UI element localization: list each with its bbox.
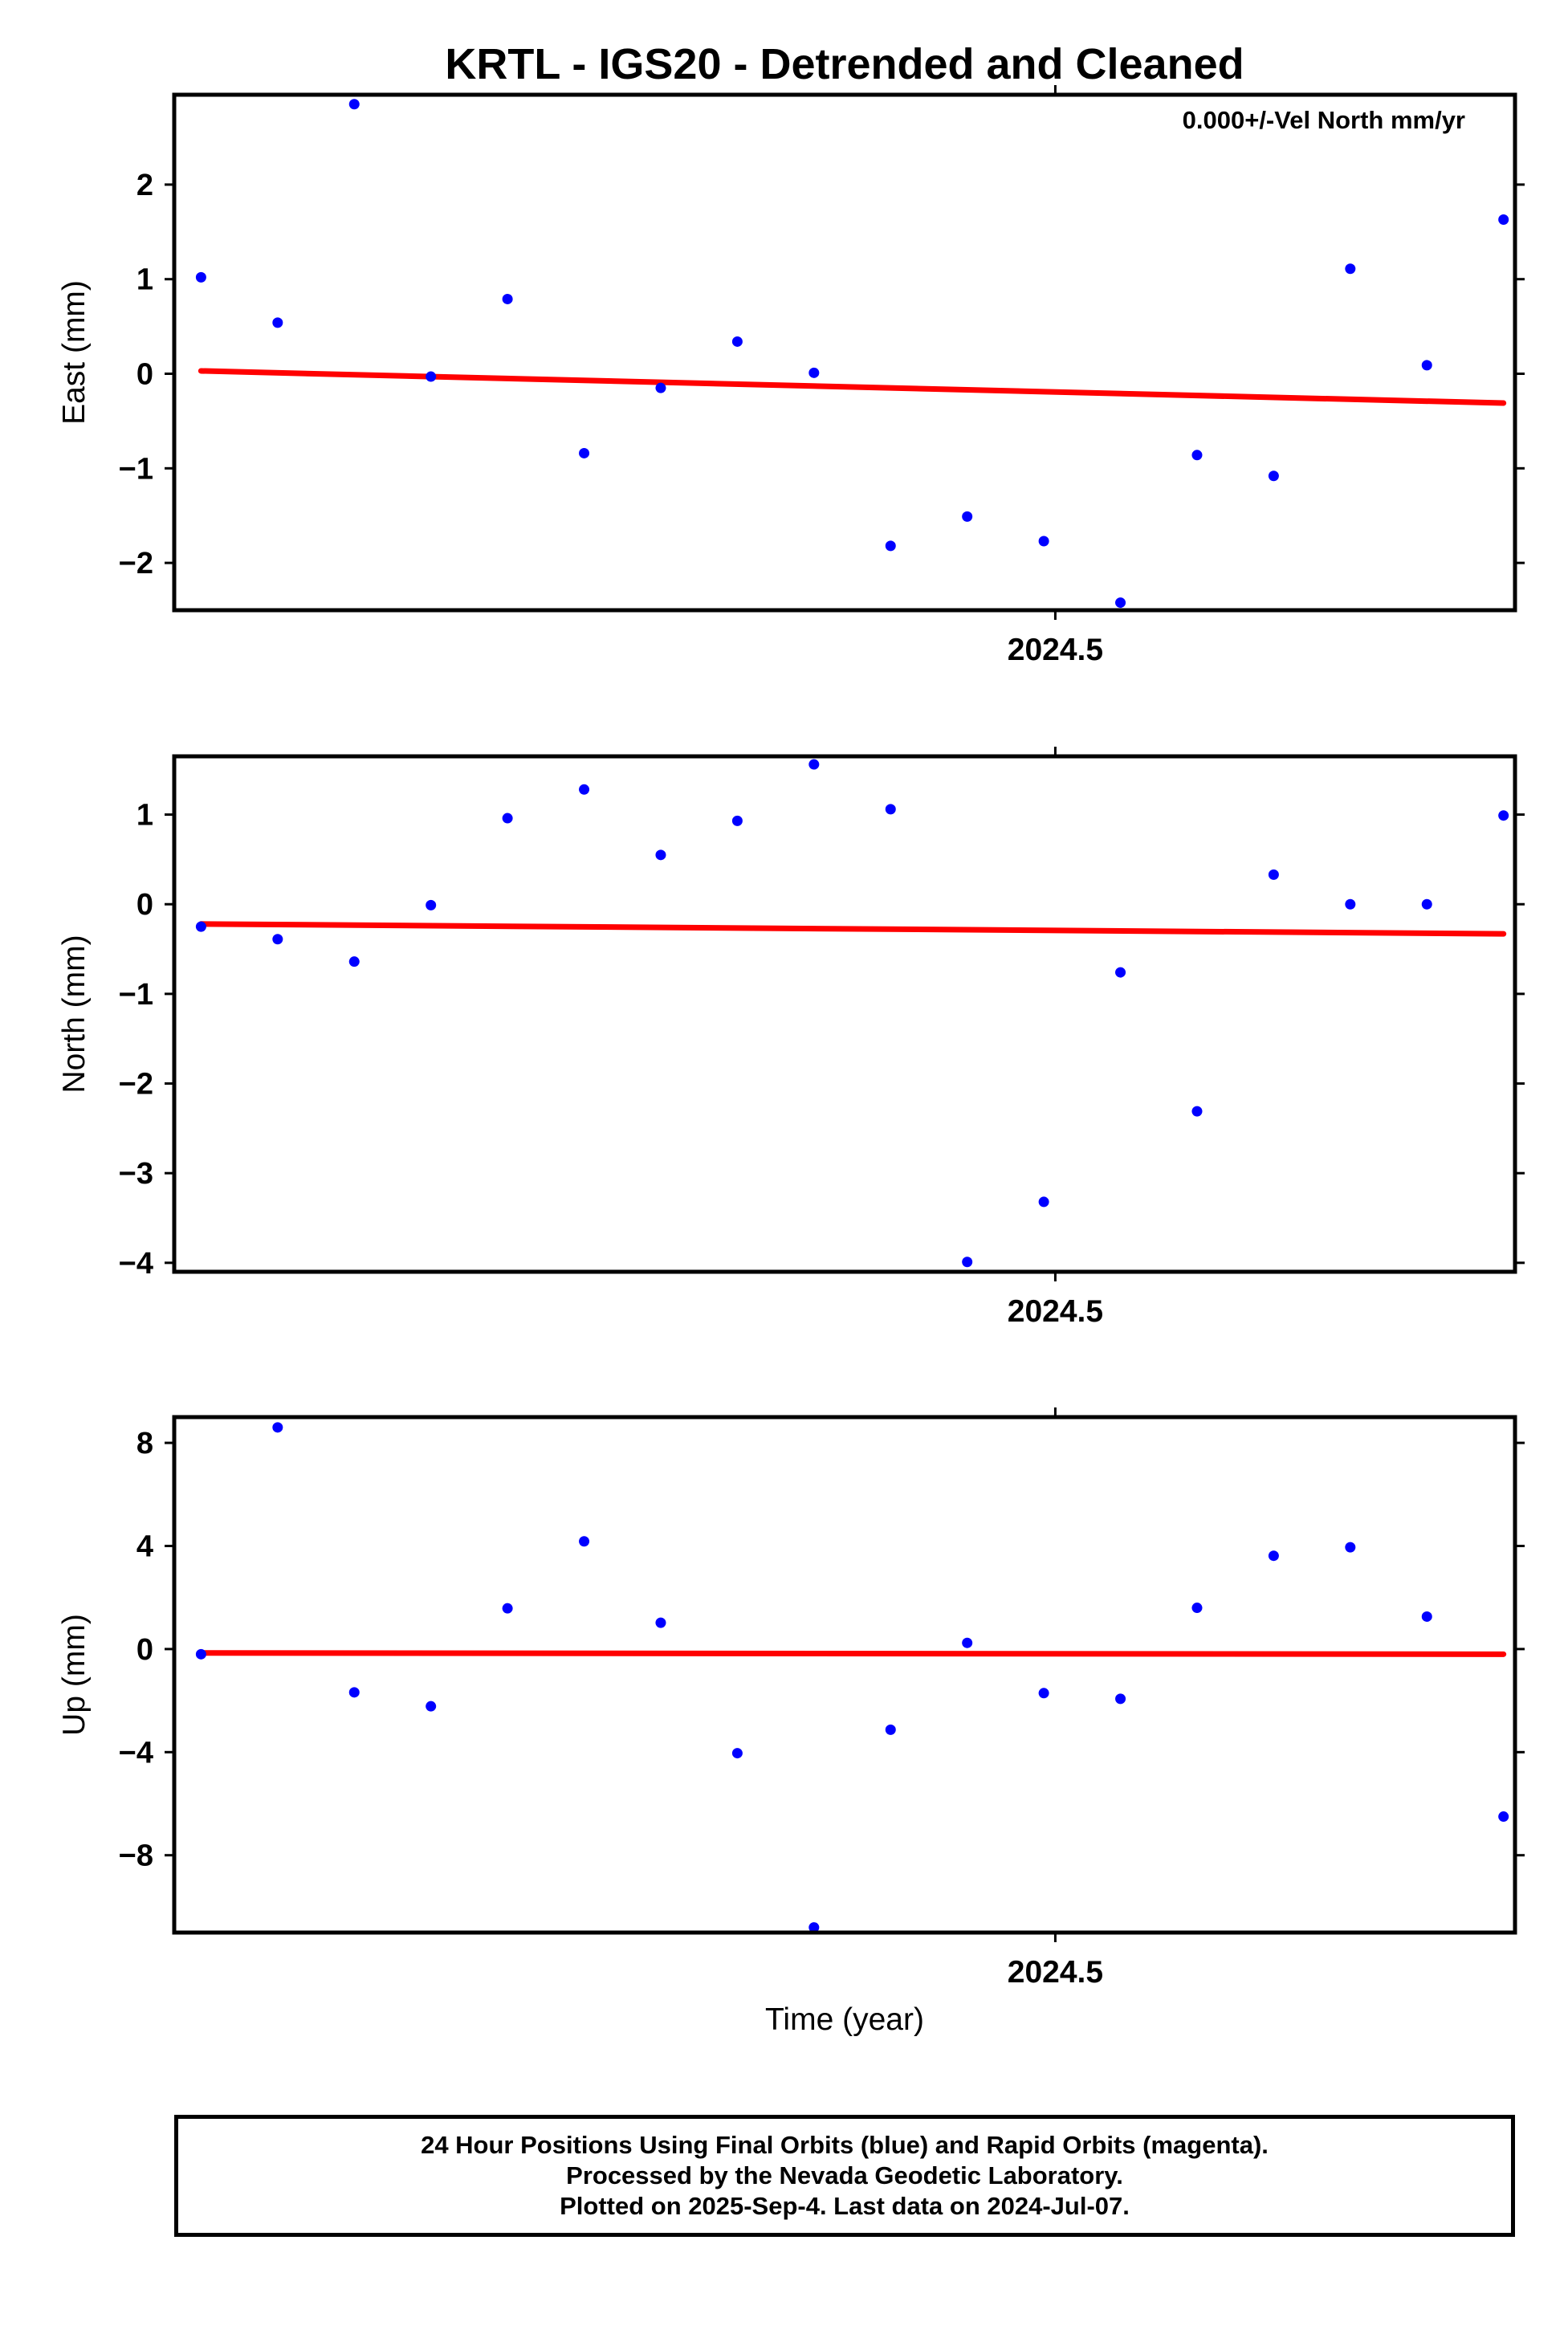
data-point-north — [1345, 898, 1356, 910]
data-point-east — [272, 317, 283, 328]
y-tick-label-east: −2 — [119, 547, 153, 580]
data-point-north — [1038, 1196, 1049, 1208]
data-point-east — [1038, 536, 1049, 547]
annotation-east: 0.000+/-Vel North mm/yr — [1183, 106, 1465, 134]
data-point-east — [502, 293, 513, 304]
data-point-east — [885, 540, 896, 552]
caption-line-1: 24 Hour Positions Using Final Orbits (bl… — [421, 2131, 1269, 2159]
data-point-up — [808, 1922, 820, 1933]
y-tick-label-east: −1 — [119, 452, 153, 486]
data-point-north — [1498, 810, 1509, 821]
y-tick-label-up: 4 — [136, 1530, 153, 1564]
data-point-up — [655, 1617, 666, 1628]
x-tick-label-north: 2024.5 — [1008, 1294, 1103, 1329]
y-axis-label-north: North (mm) — [57, 935, 92, 1093]
y-tick-label-north: −2 — [119, 1068, 153, 1102]
data-point-east — [1421, 360, 1432, 371]
x-tick-label-east: 2024.5 — [1008, 633, 1103, 667]
y-tick-label-east: 1 — [136, 263, 153, 297]
data-point-east — [1268, 470, 1279, 482]
data-point-up — [1038, 1688, 1049, 1699]
x-tick-label-up: 2024.5 — [1008, 1955, 1103, 1990]
y-tick-label-east: 2 — [136, 169, 153, 202]
data-point-up — [1421, 1611, 1432, 1622]
panel-east: 2 1 0 −1 −2 2024.5 East (mm) 0.000+/-Vel North … — [57, 85, 1525, 667]
data-point-up — [502, 1603, 513, 1614]
data-layer-east — [195, 99, 1509, 609]
data-point-east — [731, 336, 743, 347]
y-tick-label-north: −4 — [119, 1247, 153, 1281]
data-point-up — [272, 1422, 283, 1433]
data-point-north — [808, 759, 820, 770]
y-tick-label-up: −4 — [119, 1736, 153, 1770]
data-point-north — [579, 784, 590, 795]
data-point-east — [195, 271, 206, 283]
y-tick-label-east: 0 — [136, 358, 153, 392]
panel-north: 1 0 −1 −2 −3 −4 2024.5 North (mm) — [57, 747, 1525, 1329]
data-point-east — [1115, 597, 1126, 609]
data-point-north — [885, 804, 896, 815]
data-layer-up — [195, 1422, 1509, 1933]
caption-box: 24 Hour Positions Using Final Orbits (bl… — [174, 2115, 1515, 2237]
data-point-east — [579, 447, 590, 458]
data-point-east — [808, 367, 820, 378]
data-layer-north — [195, 759, 1509, 1268]
trend-line-up — [198, 1650, 1507, 1657]
y-tick-label-north: 1 — [136, 799, 153, 833]
data-point-north — [655, 849, 666, 861]
data-point-north — [502, 813, 513, 824]
chart-title: KRTL - IGS20 - Detrended and Cleaned — [445, 40, 1244, 88]
y-tick-label-up: −8 — [119, 1839, 153, 1873]
data-point-up — [1191, 1603, 1203, 1614]
data-point-up — [885, 1724, 896, 1735]
y-tick-label-up: 8 — [136, 1427, 153, 1460]
y-axis-label-east: East (mm) — [57, 280, 92, 425]
data-point-north — [1421, 898, 1432, 910]
data-point-up — [962, 1637, 973, 1648]
data-point-up — [1268, 1550, 1279, 1562]
data-point-up — [731, 1748, 743, 1759]
trend-line-east — [198, 368, 1507, 406]
y-tick-label-north: −3 — [119, 1157, 153, 1191]
data-point-up — [1345, 1542, 1356, 1553]
data-point-east — [348, 99, 360, 110]
x-axis-label: Time (year) — [765, 2002, 924, 2037]
data-point-north — [1268, 869, 1279, 880]
data-point-up — [1498, 1811, 1509, 1823]
caption-line-3: Plotted on 2025-Sep-4. Last data on 2024… — [560, 2192, 1130, 2220]
data-point-up — [579, 1536, 590, 1547]
data-point-north — [272, 934, 283, 945]
data-point-north — [731, 815, 743, 826]
data-point-east — [655, 382, 666, 393]
data-point-up — [426, 1701, 437, 1712]
data-point-up — [195, 1648, 206, 1660]
data-point-east — [1498, 214, 1509, 225]
caption-line-2: Processed by the Nevada Geodetic Laborat… — [566, 2161, 1123, 2189]
y-tick-label-north: 0 — [136, 888, 153, 922]
data-point-north — [1191, 1106, 1203, 1117]
data-point-east — [1345, 263, 1356, 275]
y-tick-label-up: 0 — [136, 1633, 153, 1667]
panel-up: 8 4 0 −4 −8 2024.5 Up (mm) — [57, 1407, 1525, 1990]
plot-frame-east — [172, 92, 1517, 613]
data-point-up — [348, 1687, 360, 1698]
trend-line-north — [198, 921, 1507, 937]
data-point-east — [426, 371, 437, 382]
data-point-north — [348, 956, 360, 967]
data-point-east — [962, 511, 973, 522]
data-point-north — [962, 1257, 973, 1268]
data-point-east — [1191, 450, 1203, 461]
data-point-north — [1115, 967, 1126, 978]
y-tick-label-north: −1 — [119, 978, 153, 1012]
y-axis-label-up: Up (mm) — [57, 1614, 92, 1736]
data-point-north — [195, 921, 206, 932]
plot-frame-north — [172, 754, 1517, 1274]
data-point-north — [426, 899, 437, 910]
plot-frame-up — [172, 1415, 1517, 1935]
data-point-up — [1115, 1693, 1126, 1705]
